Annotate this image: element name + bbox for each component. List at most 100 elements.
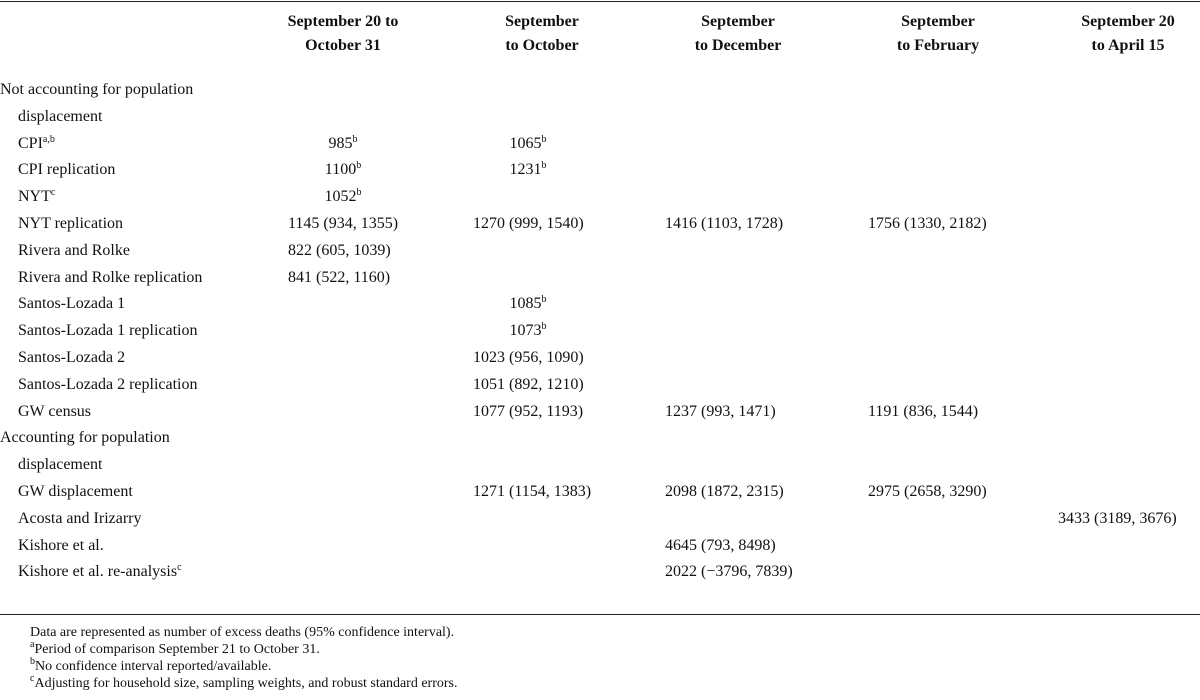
cell bbox=[665, 318, 868, 345]
cell bbox=[1058, 265, 1200, 292]
cell: 1051 (892, 1210) bbox=[473, 372, 665, 399]
cell-value-sup: b bbox=[356, 187, 362, 199]
row-label: NYT replication bbox=[0, 211, 288, 238]
cell-wrap: 1052b bbox=[288, 184, 398, 211]
cell bbox=[665, 506, 868, 533]
cell: 1023 (956, 1090) bbox=[473, 345, 665, 372]
cell-value: 822 (605, 1039) bbox=[288, 241, 391, 259]
row-label: CPIa,b bbox=[0, 131, 288, 158]
cell bbox=[473, 506, 665, 533]
row-label: GW displacement bbox=[0, 479, 288, 506]
row-label-text: GW census bbox=[18, 402, 92, 420]
cell bbox=[665, 157, 868, 184]
row-label: Kishore et al. bbox=[0, 533, 288, 560]
cell: 1416 (1103, 1728) bbox=[665, 211, 868, 238]
cell-wrap: 1231b bbox=[473, 157, 583, 184]
cell-value: 985 bbox=[328, 134, 353, 152]
header-line: September 20 to bbox=[287, 13, 399, 30]
cell-value-sup: b bbox=[352, 133, 358, 145]
row-label-text-sup: c bbox=[50, 187, 56, 199]
row-label: Acosta and Irizarry bbox=[0, 506, 288, 533]
cell bbox=[1058, 533, 1200, 560]
cell bbox=[1058, 131, 1200, 158]
cell bbox=[665, 265, 868, 292]
row-label: CPI replication bbox=[0, 157, 288, 184]
cell bbox=[1058, 399, 1200, 426]
cell-value: 1023 (956, 1090) bbox=[473, 348, 584, 366]
cell bbox=[288, 399, 473, 426]
cell bbox=[868, 559, 1058, 586]
row-label-text-sup: c bbox=[177, 562, 182, 574]
row-label: GW census bbox=[0, 399, 288, 426]
cell: 1077 (952, 1193) bbox=[473, 399, 665, 426]
table-body: Not accounting for population displaceme… bbox=[0, 77, 1200, 586]
cell bbox=[868, 238, 1058, 265]
row-label-text: Rivera and Rolke replication bbox=[18, 268, 203, 286]
cell bbox=[868, 265, 1058, 292]
footnote-rule bbox=[0, 614, 1200, 615]
header-line: September 20 bbox=[1081, 13, 1175, 30]
row-label-text: Santos-Lozada 1 bbox=[18, 295, 126, 313]
footnotes: Data are represented as number of excess… bbox=[30, 624, 458, 692]
cell-value: 2975 (2658, 3290) bbox=[868, 482, 987, 500]
cell-value-sup: b bbox=[541, 294, 547, 306]
cell-wrap: 1100b bbox=[288, 157, 398, 184]
cell-value: 1237 (993, 1471) bbox=[665, 402, 776, 420]
cell bbox=[665, 345, 868, 372]
row-label-text: NYT replication bbox=[18, 214, 124, 232]
cell-value: 1271 (1154, 1383) bbox=[473, 482, 592, 500]
header-line: to December bbox=[694, 37, 782, 54]
cell: 1756 (1330, 2182) bbox=[868, 211, 1058, 238]
cell bbox=[1058, 559, 1200, 586]
cell bbox=[868, 318, 1058, 345]
cell-value: 1065 bbox=[509, 134, 542, 152]
cell bbox=[868, 291, 1058, 318]
cell bbox=[473, 533, 665, 560]
cell-value-sup: b bbox=[541, 133, 547, 145]
cell-value: 1077 (952, 1193) bbox=[473, 402, 584, 420]
cell-value: 4645 (793, 8498) bbox=[665, 536, 776, 554]
cell bbox=[1058, 157, 1200, 184]
cell: 1270 (999, 1540) bbox=[473, 211, 665, 238]
header-line: September bbox=[901, 13, 975, 30]
cell-value: 1270 (999, 1540) bbox=[473, 214, 584, 232]
footnote-text: Adjusting for household size, sampling w… bbox=[34, 676, 458, 691]
cell: 1073b bbox=[473, 318, 665, 345]
row-label-text: CPI replication bbox=[18, 161, 116, 179]
footnote-text: Period of comparison September 21 to Oct… bbox=[34, 642, 320, 657]
cell bbox=[868, 533, 1058, 560]
footnote: aPeriod of comparison September 21 to Oc… bbox=[30, 639, 458, 658]
cell bbox=[288, 345, 473, 372]
cell: 1271 (1154, 1383) bbox=[473, 479, 665, 506]
header-line: to February bbox=[896, 37, 980, 54]
row-label: Rivera and Rolke replication bbox=[0, 265, 288, 292]
cell-value: 2022 (−3796, 7839) bbox=[665, 563, 793, 581]
footnote-mark: c bbox=[30, 673, 35, 684]
cell: 841 (522, 1160) bbox=[288, 265, 473, 292]
row-label: Santos-Lozada 2 bbox=[0, 345, 288, 372]
cell-value-sup: b bbox=[356, 160, 362, 172]
top-rule bbox=[0, 1, 1200, 2]
row-label-text: Kishore et al. re-analysis bbox=[18, 563, 178, 581]
section-title: Not accounting for population displaceme… bbox=[0, 81, 194, 125]
column-header: September 20 to April 15 bbox=[1081, 10, 1174, 58]
cell bbox=[1058, 291, 1200, 318]
cell: 1085b bbox=[473, 291, 665, 318]
cell bbox=[473, 265, 665, 292]
cell: 4645 (793, 8498) bbox=[665, 533, 868, 560]
cell bbox=[288, 479, 473, 506]
cell-value: 1231 bbox=[509, 161, 542, 179]
row-label-text: Santos-Lozada 2 replication bbox=[18, 375, 198, 393]
cell: 1237 (993, 1471) bbox=[665, 399, 868, 426]
cell: 1191 (836, 1544) bbox=[868, 399, 1058, 426]
footnote-mark: a bbox=[30, 639, 35, 650]
column-header: September to February bbox=[897, 10, 979, 58]
header-line: to October bbox=[505, 37, 579, 54]
cell-value-sup: b bbox=[541, 321, 547, 333]
row-label-text: NYT bbox=[18, 188, 51, 206]
cell-value: 1100 bbox=[324, 161, 357, 179]
cell-value: 841 (522, 1160) bbox=[288, 268, 391, 286]
cell bbox=[665, 372, 868, 399]
row-label: Santos-Lozada 1 bbox=[0, 291, 288, 318]
cell bbox=[1058, 345, 1200, 372]
